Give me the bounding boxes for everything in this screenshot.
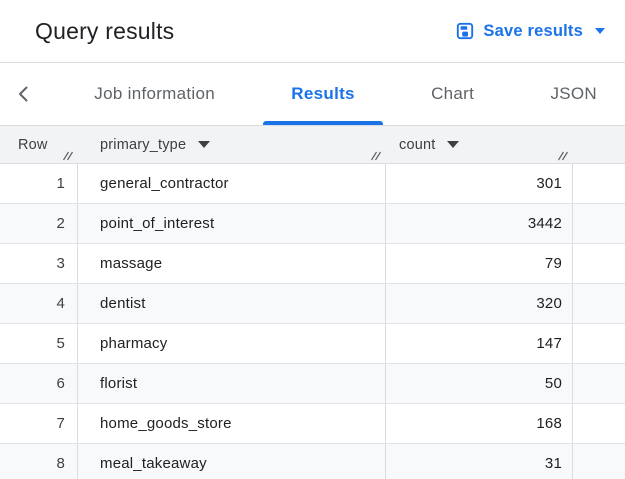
table-row: 8 meal_takeaway 31 bbox=[0, 444, 625, 479]
table-row: 5 pharmacy 147 bbox=[0, 324, 625, 364]
count-cell: 168 bbox=[386, 404, 573, 443]
chevron-left-icon bbox=[18, 86, 28, 102]
table-row: 6 florist 50 bbox=[0, 364, 625, 404]
count-cell: 3442 bbox=[386, 204, 573, 243]
table-row: 1 general_contractor 301 bbox=[0, 164, 625, 204]
dropdown-caret-icon bbox=[595, 28, 605, 34]
column-header-primary-type: primary_type bbox=[78, 126, 386, 163]
results-header: Query results Save results bbox=[0, 0, 625, 62]
tab-label: Chart bbox=[431, 84, 475, 103]
tab-label: Results bbox=[291, 84, 355, 103]
tab-chart[interactable]: Chart bbox=[403, 63, 502, 125]
row-number-cell: 7 bbox=[0, 404, 78, 443]
table-row: 2 point_of_interest 3442 bbox=[0, 204, 625, 244]
filler-cell bbox=[573, 364, 625, 403]
column-label: count bbox=[399, 136, 436, 153]
results-tab-bar: Job information Results Chart JSON bbox=[0, 62, 625, 125]
column-menu-caret-icon[interactable] bbox=[198, 141, 211, 148]
filler-cell bbox=[573, 164, 625, 203]
row-number-cell: 5 bbox=[0, 324, 78, 363]
filler-cell bbox=[573, 204, 625, 243]
primary-type-cell: massage bbox=[78, 244, 386, 283]
filler-cell bbox=[573, 324, 625, 363]
filler-cell bbox=[573, 284, 625, 323]
row-number-cell: 1 bbox=[0, 164, 78, 203]
column-label: Row bbox=[18, 136, 48, 153]
primary-type-cell: dentist bbox=[78, 284, 386, 323]
primary-type-cell: general_contractor bbox=[78, 164, 386, 203]
row-number-cell: 4 bbox=[0, 284, 78, 323]
column-resize-handle-icon[interactable] bbox=[62, 151, 74, 161]
tabs-scroll-left-button[interactable] bbox=[0, 63, 46, 125]
count-cell: 31 bbox=[386, 444, 573, 479]
column-menu-caret-icon[interactable] bbox=[447, 141, 460, 148]
row-number-cell: 2 bbox=[0, 204, 78, 243]
column-header-row: Row bbox=[0, 126, 78, 163]
row-number-cell: 6 bbox=[0, 364, 78, 403]
table-row: 4 dentist 320 bbox=[0, 284, 625, 324]
filler-cell bbox=[573, 404, 625, 443]
column-resize-handle-icon[interactable] bbox=[370, 151, 382, 161]
primary-type-cell: point_of_interest bbox=[78, 204, 386, 243]
tab-json[interactable]: JSON bbox=[522, 63, 625, 125]
primary-type-cell: pharmacy bbox=[78, 324, 386, 363]
count-cell: 320 bbox=[386, 284, 573, 323]
primary-type-cell: meal_takeaway bbox=[78, 444, 386, 479]
count-cell: 301 bbox=[386, 164, 573, 203]
table-body: 1 general_contractor 301 2 point_of_inte… bbox=[0, 164, 625, 479]
primary-type-cell: home_goods_store bbox=[78, 404, 386, 443]
column-label: primary_type bbox=[100, 136, 187, 153]
save-icon bbox=[456, 22, 474, 40]
page-title: Query results bbox=[35, 17, 175, 44]
filler-cell bbox=[573, 444, 625, 479]
save-results-label: Save results bbox=[483, 21, 583, 40]
count-cell: 147 bbox=[386, 324, 573, 363]
tab-job-information[interactable]: Job information bbox=[66, 63, 243, 125]
table-row: 7 home_goods_store 168 bbox=[0, 404, 625, 444]
count-cell: 79 bbox=[386, 244, 573, 283]
column-resize-handle-icon[interactable] bbox=[557, 151, 569, 161]
column-header-count: count bbox=[386, 126, 573, 163]
column-header-filler bbox=[573, 126, 625, 163]
table-header-row: Row primary_type count bbox=[0, 125, 625, 164]
save-results-button[interactable]: Save results bbox=[454, 18, 607, 45]
filler-cell bbox=[573, 244, 625, 283]
tab-label: Job information bbox=[94, 84, 216, 103]
tab-results[interactable]: Results bbox=[263, 63, 383, 125]
tab-label: JSON bbox=[550, 84, 597, 103]
count-cell: 50 bbox=[386, 364, 573, 403]
primary-type-cell: florist bbox=[78, 364, 386, 403]
row-number-cell: 8 bbox=[0, 444, 78, 479]
table-row: 3 massage 79 bbox=[0, 244, 625, 284]
row-number-cell: 3 bbox=[0, 244, 78, 283]
